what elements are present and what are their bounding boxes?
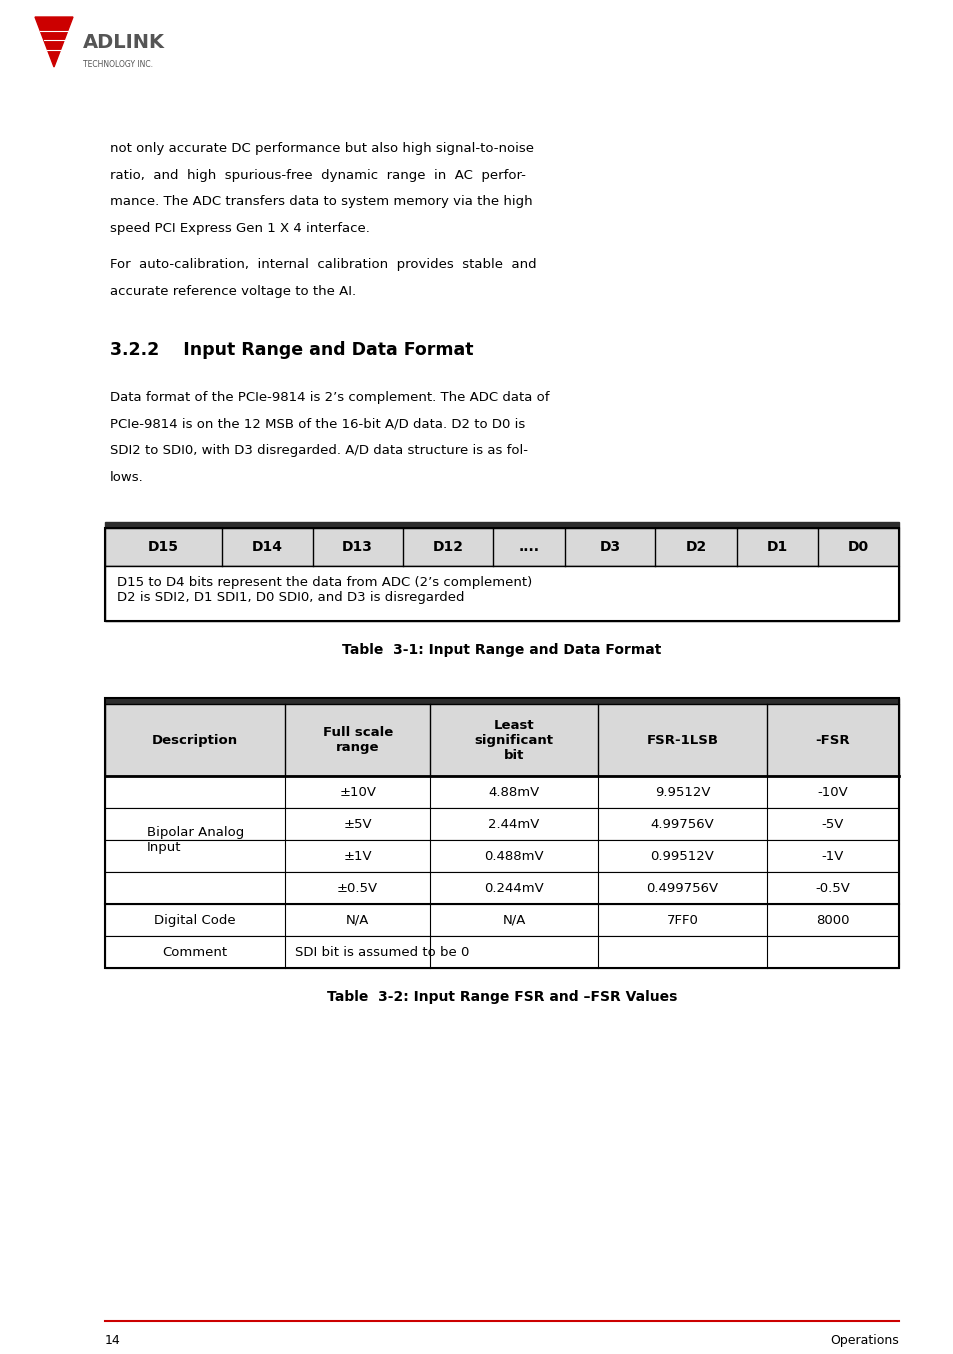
Text: FSR-1LSB: FSR-1LSB <box>646 734 718 746</box>
Bar <box>105 704 898 776</box>
Text: SDI2 to SDI0, with D3 disregarded. A/D data structure is as fol-: SDI2 to SDI0, with D3 disregarded. A/D d… <box>110 444 527 458</box>
Text: D2: D2 <box>684 540 706 554</box>
Bar <box>105 776 898 808</box>
Text: Least
significant
bit: Least significant bit <box>474 719 553 761</box>
Text: not only accurate DC performance but also high signal-to-noise: not only accurate DC performance but als… <box>110 142 534 154</box>
Bar <box>105 566 898 621</box>
Text: ±1V: ±1V <box>343 849 372 862</box>
Text: D15 to D4 bits represent the data from ADC (2’s complement)
D2 is SDI2, D1 SDI1,: D15 to D4 bits represent the data from A… <box>117 575 532 604</box>
Text: -5V: -5V <box>821 818 843 830</box>
Bar <box>105 872 898 904</box>
Text: -0.5V: -0.5V <box>815 881 849 895</box>
Bar <box>105 699 898 704</box>
Text: D1: D1 <box>766 540 787 554</box>
Text: ±0.5V: ±0.5V <box>336 881 377 895</box>
Text: Table  3-2: Input Range FSR and –FSR Values: Table 3-2: Input Range FSR and –FSR Valu… <box>327 990 677 1005</box>
Text: 0.499756V: 0.499756V <box>646 881 718 895</box>
Text: D13: D13 <box>342 540 373 554</box>
Text: 3.2.2    Input Range and Data Format: 3.2.2 Input Range and Data Format <box>110 341 473 359</box>
Text: D3: D3 <box>599 540 620 554</box>
Text: 14: 14 <box>105 1334 121 1347</box>
Text: D12: D12 <box>432 540 463 554</box>
Text: 4.88mV: 4.88mV <box>488 785 539 799</box>
Text: D15: D15 <box>148 540 179 554</box>
Text: TECHNOLOGY INC.: TECHNOLOGY INC. <box>83 60 152 69</box>
Text: Full scale
range: Full scale range <box>322 726 393 754</box>
Text: 0.99512V: 0.99512V <box>650 849 714 862</box>
Text: 8000: 8000 <box>815 914 849 926</box>
Text: accurate reference voltage to the AI.: accurate reference voltage to the AI. <box>110 284 355 298</box>
Text: PCIe-9814 is on the 12 MSB of the 16-bit A/D data. D2 to D0 is: PCIe-9814 is on the 12 MSB of the 16-bit… <box>110 417 525 431</box>
Text: SDI bit is assumed to be 0: SDI bit is assumed to be 0 <box>295 945 469 959</box>
Bar <box>105 699 898 968</box>
Text: 0.488mV: 0.488mV <box>484 849 543 862</box>
Text: ADLINK: ADLINK <box>83 32 165 51</box>
Text: 9.9512V: 9.9512V <box>654 785 709 799</box>
Text: Data format of the PCIe-9814 is 2’s complement. The ADC data of: Data format of the PCIe-9814 is 2’s comp… <box>110 391 549 403</box>
Text: Table  3-1: Input Range and Data Format: Table 3-1: Input Range and Data Format <box>342 643 661 657</box>
Text: 0.244mV: 0.244mV <box>484 881 543 895</box>
Text: Comment: Comment <box>163 945 228 959</box>
Text: D0: D0 <box>847 540 868 554</box>
Text: Operations: Operations <box>829 1334 898 1347</box>
Text: N/A: N/A <box>502 914 525 926</box>
Polygon shape <box>35 18 73 66</box>
Text: 4.99756V: 4.99756V <box>650 818 714 830</box>
Bar <box>105 528 898 566</box>
Text: For  auto-calibration,  internal  calibration  provides  stable  and: For auto-calibration, internal calibrati… <box>110 259 536 271</box>
Text: ratio,  and  high  spurious-free  dynamic  range  in  AC  perfor-: ratio, and high spurious-free dynamic ra… <box>110 168 525 181</box>
Text: 2.44mV: 2.44mV <box>488 818 539 830</box>
Text: speed PCI Express Gen 1 X 4 interface.: speed PCI Express Gen 1 X 4 interface. <box>110 222 370 234</box>
Bar <box>105 808 898 839</box>
Text: ±10V: ±10V <box>338 785 375 799</box>
Text: ....: .... <box>518 540 539 554</box>
Text: -10V: -10V <box>817 785 847 799</box>
Text: ±5V: ±5V <box>343 818 372 830</box>
Bar <box>105 904 898 936</box>
Text: Digital Code: Digital Code <box>154 914 235 926</box>
Text: N/A: N/A <box>346 914 369 926</box>
Text: lows.: lows. <box>110 470 144 483</box>
Bar <box>105 523 898 528</box>
Text: 7FF0: 7FF0 <box>666 914 698 926</box>
Bar <box>105 936 898 968</box>
Bar <box>105 839 898 872</box>
Bar <box>105 528 898 621</box>
Text: Bipolar Analog
Input: Bipolar Analog Input <box>147 826 244 854</box>
Text: -1V: -1V <box>821 849 843 862</box>
Text: Description: Description <box>152 734 238 746</box>
Text: mance. The ADC transfers data to system memory via the high: mance. The ADC transfers data to system … <box>110 195 532 209</box>
Text: -FSR: -FSR <box>815 734 849 746</box>
Text: D14: D14 <box>252 540 283 554</box>
